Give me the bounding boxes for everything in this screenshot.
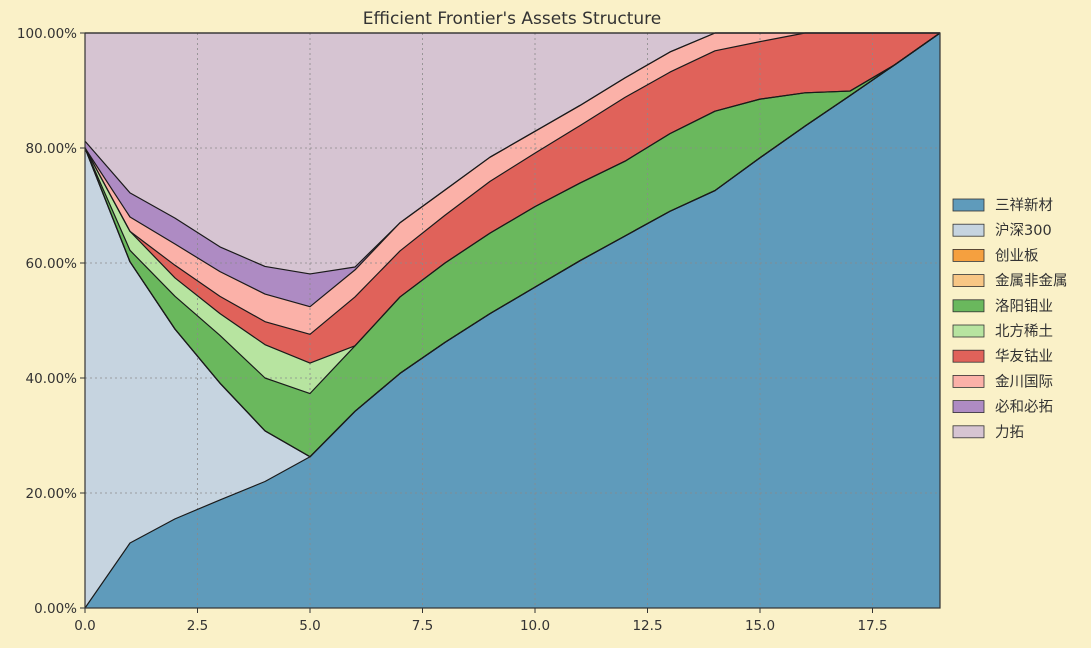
legend-swatch <box>952 223 985 237</box>
legend-swatch <box>952 248 985 262</box>
legend-swatch <box>952 299 985 313</box>
legend-swatch <box>952 349 985 363</box>
legend-label: 北方稀土 <box>995 323 1053 340</box>
x-tick-label: 17.5 <box>857 618 887 634</box>
x-tick-label: 2.5 <box>187 618 208 634</box>
area-series-6 <box>85 33 940 364</box>
legend-swatch <box>952 324 985 338</box>
chart-title: Efficient Frontier's Assets Structure <box>363 9 661 29</box>
legend-label: 创业板 <box>995 246 1039 264</box>
legend-swatch <box>952 198 985 212</box>
legend-label: 沪深300 <box>995 222 1052 239</box>
legend-label: 洛阳钼业 <box>995 298 1053 315</box>
x-tick-label: 0.0 <box>74 618 95 634</box>
y-axis: 0.00% 20.00% 40.00% 60.00% 80.00% 100.00% <box>17 26 85 617</box>
boundary-line-series-3 <box>84 32 941 458</box>
legend-swatch <box>952 400 985 414</box>
y-tick-label: 60.00% <box>26 256 78 272</box>
plot-frame <box>84 32 941 609</box>
legend-label: 金属非金属 <box>995 273 1068 290</box>
legend-label: 金川国际 <box>995 373 1053 390</box>
x-tick-label: 5.0 <box>299 618 320 634</box>
x-tick-label: 10.0 <box>520 618 550 634</box>
y-tick-label: 40.00% <box>26 371 78 387</box>
legend-label: 必和必拓 <box>995 399 1053 416</box>
y-tick-label: 20.00% <box>26 486 78 502</box>
y-tick-label: 100.00% <box>17 26 77 42</box>
legend-label: 力拓 <box>995 424 1024 441</box>
x-tick-label: 12.5 <box>632 618 662 634</box>
x-axis: 0.0 2.5 5.0 7.5 10.0 12.5 15.0 17.5 <box>74 608 888 634</box>
boundary-line-series-5 <box>84 32 941 364</box>
area-series-9 <box>85 33 940 274</box>
stacked-areas <box>85 33 940 608</box>
legend-swatch <box>952 425 985 439</box>
legend-swatch <box>952 274 985 288</box>
area-series-4 <box>85 33 940 457</box>
y-tick-label: 0.00% <box>34 601 77 617</box>
area-series-0 <box>85 33 940 608</box>
y-tick-label: 80.00% <box>26 141 78 157</box>
plot-area <box>84 32 941 609</box>
legend-label: 华友钴业 <box>995 348 1053 365</box>
boundary-line-series-6 <box>84 32 940 335</box>
legend-swatch <box>952 374 985 388</box>
legend-label: 三祥新材 <box>995 197 1053 214</box>
x-tick-label: 7.5 <box>412 618 433 634</box>
x-tick-label: 15.0 <box>745 618 775 634</box>
